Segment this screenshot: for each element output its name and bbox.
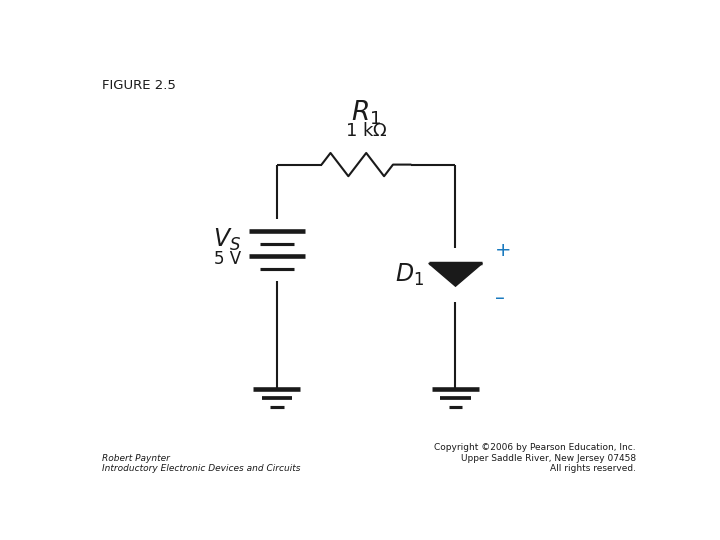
Text: Robert Paynter
Introductory Electronic Devices and Circuits: Robert Paynter Introductory Electronic D… — [102, 454, 301, 473]
Text: 5 V: 5 V — [214, 250, 240, 268]
Text: –: – — [495, 289, 505, 308]
Text: FIGURE 2.5: FIGURE 2.5 — [102, 79, 176, 92]
Text: $D_1$: $D_1$ — [395, 262, 423, 288]
Text: Copyright ©2006 by Pearson Education, Inc.
Upper Saddle River, New Jersey 07458
: Copyright ©2006 by Pearson Education, In… — [434, 443, 636, 473]
Text: 1 k$\Omega$: 1 k$\Omega$ — [345, 123, 387, 140]
Text: +: + — [495, 241, 511, 260]
Polygon shape — [428, 264, 482, 286]
Text: $V_S$: $V_S$ — [212, 226, 240, 253]
Text: $R_1$: $R_1$ — [351, 98, 382, 127]
